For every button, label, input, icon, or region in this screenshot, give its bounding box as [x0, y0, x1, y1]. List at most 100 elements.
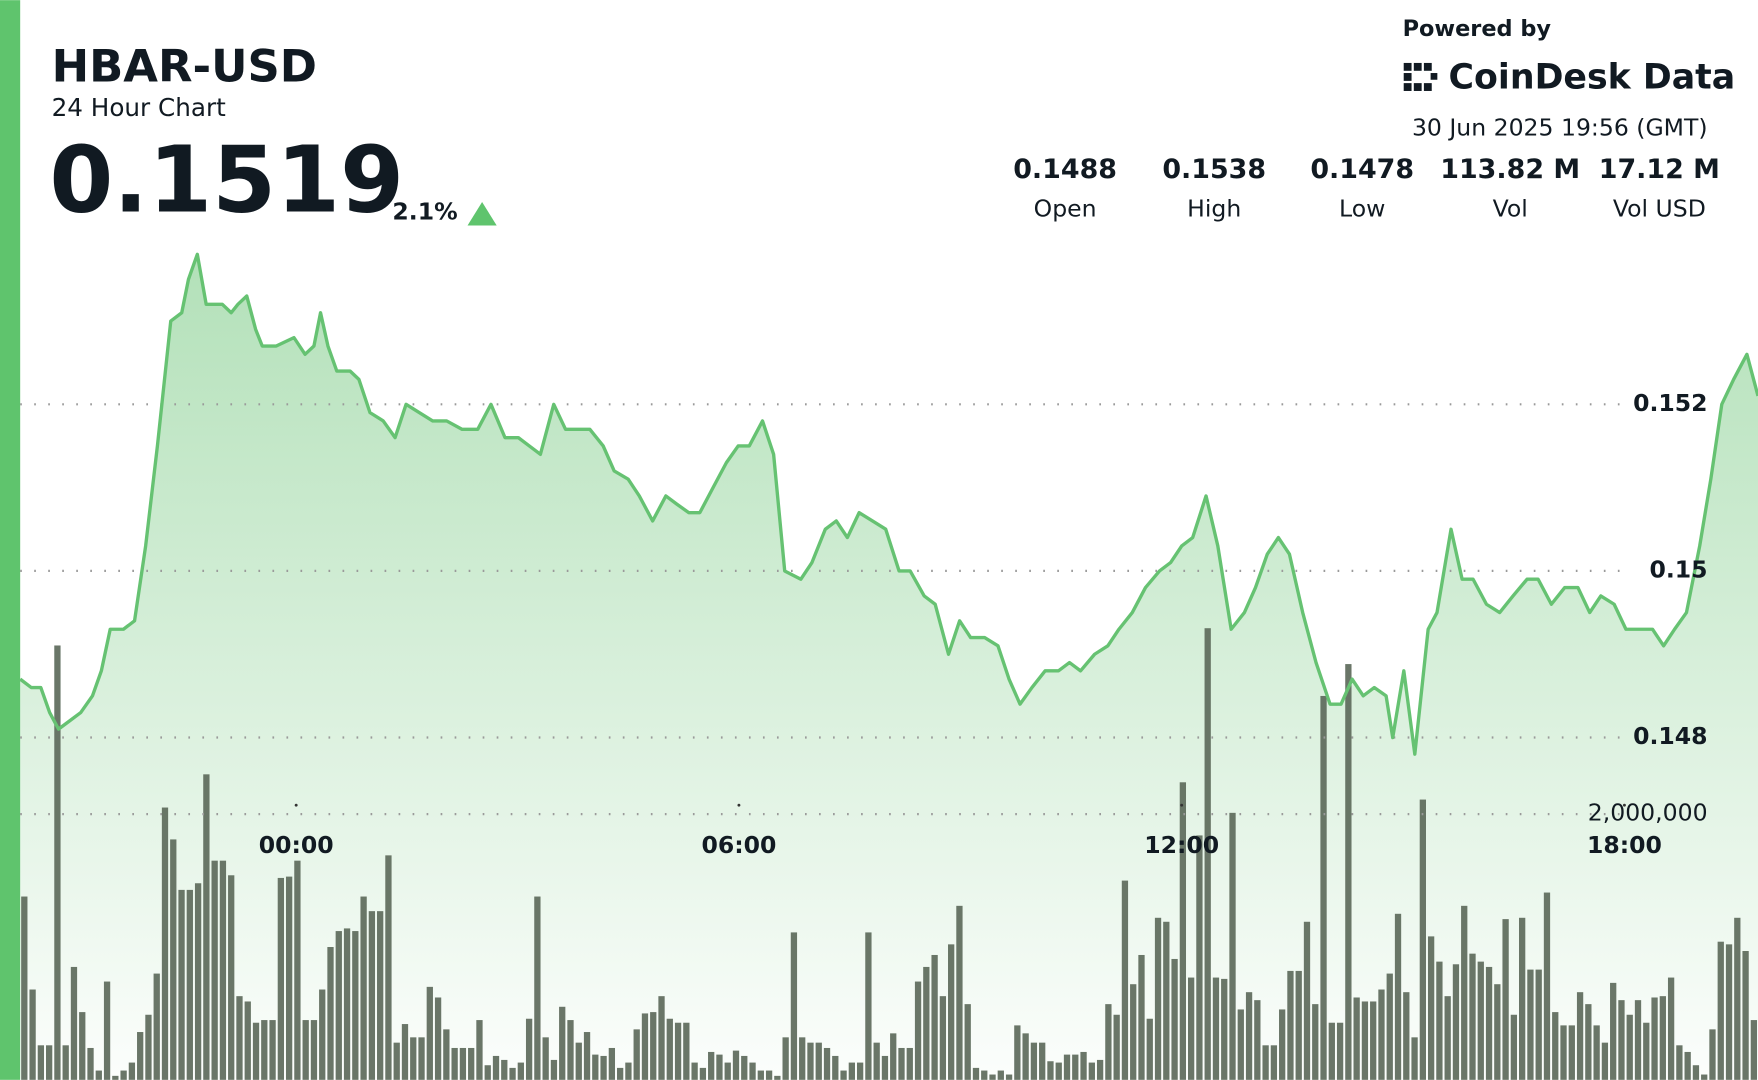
line-layer	[19, 252, 1758, 756]
volume-bar	[1667, 977, 1675, 1080]
volume-bar	[658, 996, 665, 1080]
title: HBAR-USD	[52, 40, 317, 93]
volume-bar	[418, 1037, 425, 1080]
volume-bar	[1403, 992, 1410, 1080]
volume-bar	[1709, 1029, 1716, 1080]
volume-bar	[1750, 1020, 1758, 1080]
volume-bar	[765, 1070, 773, 1080]
stat-label: High	[1187, 194, 1241, 222]
volume-bar	[666, 1018, 673, 1080]
brand: CoinDesk Data	[1449, 58, 1736, 98]
volume-bar	[509, 1067, 516, 1080]
volume-bar	[914, 981, 922, 1080]
volume-bar	[1171, 958, 1178, 1080]
y-tick-label: 0.152	[1633, 389, 1707, 417]
volume-bar	[939, 996, 947, 1080]
volume-bar	[401, 1024, 409, 1080]
volume-bar	[575, 1042, 582, 1080]
y-tick-label: 0.148	[1633, 722, 1707, 750]
stat-value: 0.1478	[1310, 154, 1414, 185]
volume-bar	[1088, 1062, 1095, 1080]
volume-bar	[956, 905, 963, 1080]
volume-bar	[1643, 1022, 1650, 1080]
volume-bar	[1005, 1074, 1013, 1080]
volume-bar	[186, 889, 193, 1080]
volume-bar	[178, 889, 185, 1080]
volume-bar	[1585, 1004, 1592, 1080]
volume-bar	[625, 1062, 632, 1080]
volume-bar	[1701, 1074, 1708, 1080]
brand-logo	[1403, 62, 1438, 91]
volume-bar	[1626, 1014, 1633, 1080]
volume-bar	[1262, 1045, 1269, 1080]
label-layer: 0.148 0.15 0.152 00:00 06:00 12:00 18:00 2,000,…	[259, 389, 1708, 859]
volume-bar	[476, 1020, 483, 1080]
volume-bar	[1461, 905, 1468, 1080]
volume-bar	[310, 1020, 318, 1080]
volume-bar	[1030, 1042, 1038, 1080]
volume-bar	[1725, 944, 1733, 1080]
volume-bar	[194, 883, 202, 1080]
volume-bar	[426, 986, 433, 1080]
volume-bar	[865, 932, 872, 1080]
accent-bar	[0, 0, 21, 1080]
volume-bar	[1237, 1009, 1244, 1080]
volume-bar	[1121, 880, 1129, 1080]
volume-bar	[1510, 1014, 1518, 1080]
volume-bar	[542, 1037, 549, 1080]
x-tick-mark	[294, 803, 298, 807]
volume-bar	[1163, 921, 1170, 1080]
volume-bar	[1494, 984, 1501, 1080]
volume-bar	[856, 1062, 864, 1080]
volume-bar	[724, 1062, 731, 1080]
x-tick-label: 00:00	[259, 831, 334, 859]
volume-bar	[484, 1065, 491, 1080]
volume-bar	[517, 1062, 524, 1080]
stat-label: Vol	[1493, 194, 1528, 222]
volume-bar	[848, 1062, 855, 1080]
volume-bar	[815, 1042, 822, 1080]
volume-bar	[683, 1022, 690, 1080]
volume-bar	[335, 931, 342, 1080]
volume-bar	[732, 1050, 740, 1080]
x-tick-mark	[1180, 803, 1184, 807]
volume-bar	[29, 989, 36, 1080]
volume-bar	[327, 947, 334, 1080]
volume-bar	[1221, 978, 1228, 1080]
volume-bar	[799, 1037, 806, 1080]
volume-bar	[79, 1012, 86, 1080]
volume-bar	[1519, 917, 1526, 1080]
y-tick-label: 0.15	[1649, 555, 1707, 583]
volume-bar	[252, 1022, 260, 1080]
volume-bar	[948, 944, 955, 1080]
volume-bar	[501, 1059, 508, 1080]
volume-bar	[1113, 1014, 1120, 1080]
x-tick-label: 06:00	[701, 831, 776, 859]
volume-bar	[161, 807, 169, 1080]
volume-bar	[37, 1045, 45, 1080]
volume-bar	[650, 1012, 657, 1080]
volume-bar	[1593, 1025, 1600, 1080]
x-tick-label: 18:00	[1587, 831, 1662, 859]
volume-bar	[881, 1055, 889, 1080]
volume-bar	[1601, 1042, 1609, 1080]
volume-bar	[1039, 1042, 1046, 1080]
volume-bar	[1734, 917, 1741, 1080]
stat-label: Low	[1339, 194, 1385, 222]
volume-bar	[46, 1045, 53, 1080]
volume-bar	[1072, 1054, 1079, 1080]
price: 0.1519	[49, 127, 404, 234]
volume-bar	[1336, 1022, 1344, 1080]
volume-bar	[1187, 977, 1195, 1080]
volume-bar	[1295, 970, 1302, 1080]
powered-by: Powered by	[1403, 16, 1552, 42]
volume-bar	[1651, 997, 1658, 1080]
volume-bar	[749, 1062, 756, 1080]
volume-bar	[1560, 1025, 1567, 1080]
volume-bar	[757, 1070, 764, 1080]
volume-bar	[1014, 1025, 1021, 1080]
volume-bar	[1130, 984, 1137, 1080]
stat-value: 0.1538	[1162, 154, 1266, 185]
volume-bar	[708, 1051, 715, 1080]
